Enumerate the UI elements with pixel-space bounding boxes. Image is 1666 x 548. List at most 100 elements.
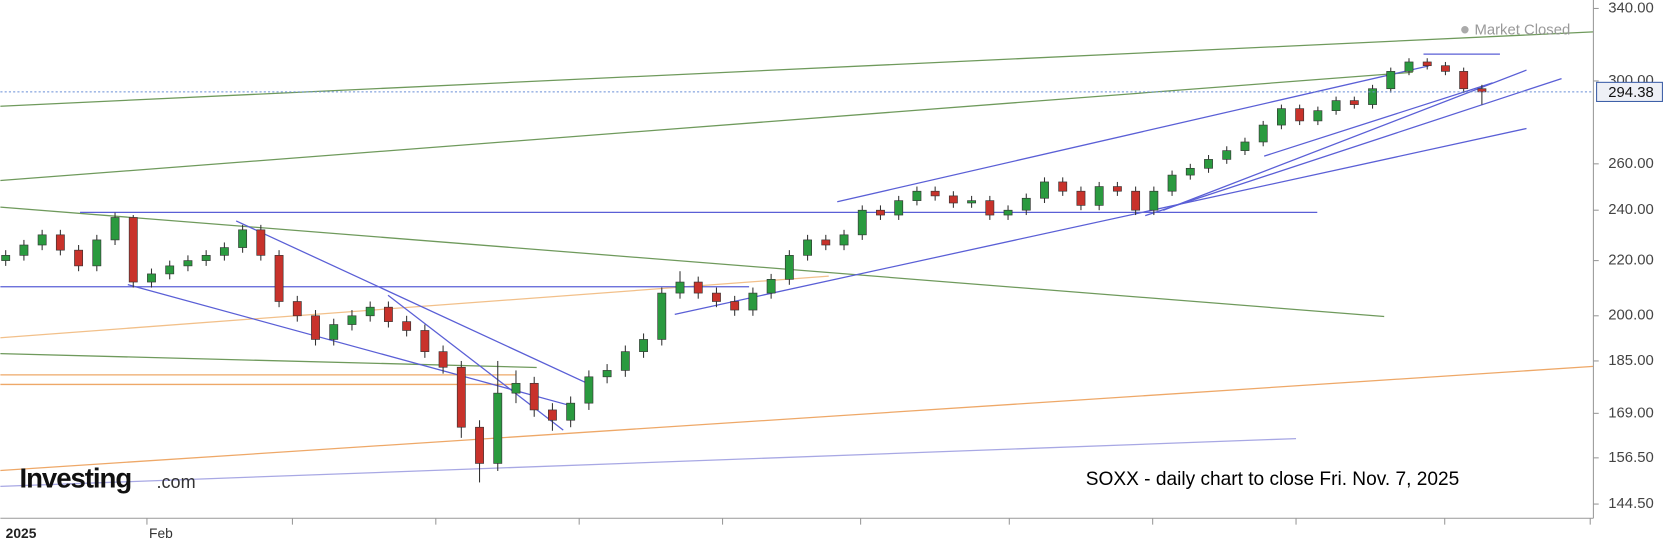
candle-body xyxy=(967,200,977,204)
candle-body xyxy=(1058,181,1068,192)
candle-body xyxy=(402,321,412,331)
candle-body xyxy=(839,234,849,246)
trendline xyxy=(0,71,1413,182)
candle-body xyxy=(1277,108,1286,126)
candle-body xyxy=(1131,190,1141,211)
candle-body xyxy=(548,409,557,421)
candle-body xyxy=(639,339,648,352)
candle-body xyxy=(1094,186,1104,206)
candle-body xyxy=(620,351,630,371)
candle-body xyxy=(365,306,375,317)
candle-body xyxy=(730,301,740,311)
candle-body xyxy=(147,273,156,283)
candle-body xyxy=(1185,167,1195,176)
candle-body xyxy=(55,234,65,251)
candle-body xyxy=(383,306,393,322)
status-dot xyxy=(1461,26,1469,34)
candle-body xyxy=(1258,124,1268,143)
candle-body xyxy=(274,255,284,302)
candle-body xyxy=(329,324,339,340)
candle-body xyxy=(74,249,84,267)
trendline xyxy=(1263,82,1493,157)
candle-body xyxy=(803,239,812,256)
chart-title: SOXX - daily chart to close Fri. Nov. 7,… xyxy=(1086,469,1460,490)
candle-body xyxy=(821,239,831,246)
candle-body xyxy=(438,351,448,368)
candle-body xyxy=(238,229,248,248)
x-tick-label: Feb xyxy=(149,526,173,541)
candle-body xyxy=(1,255,11,261)
trendline xyxy=(0,206,1385,318)
candle-body xyxy=(1204,159,1213,169)
candle-body xyxy=(784,255,794,280)
candle-body xyxy=(420,330,430,352)
candle-body xyxy=(1404,61,1414,72)
candle-body xyxy=(602,370,612,378)
candle-body xyxy=(456,366,466,428)
candle-body xyxy=(1331,100,1341,111)
candle-body xyxy=(657,292,667,340)
y-tick-label: 185.00 xyxy=(1608,353,1653,369)
candle-body xyxy=(1386,71,1396,90)
candle-body xyxy=(1477,88,1487,93)
candle-body xyxy=(256,229,266,256)
trendline xyxy=(235,220,591,386)
candle-body xyxy=(1003,209,1013,216)
candle-body xyxy=(183,260,193,267)
trendline xyxy=(1163,69,1527,211)
candle-body xyxy=(475,426,484,464)
candle-body xyxy=(1349,100,1359,105)
candle-body xyxy=(1167,174,1177,192)
candle-body xyxy=(1459,71,1469,90)
trendline xyxy=(0,353,537,369)
trendline xyxy=(0,31,1594,107)
candle-body xyxy=(1021,197,1031,211)
candles xyxy=(1,58,1487,483)
candle-body xyxy=(766,279,776,294)
y-tick-label: 144.50 xyxy=(1608,496,1653,512)
trendline xyxy=(0,275,829,339)
candle-body xyxy=(311,315,320,340)
candle-body xyxy=(1149,190,1159,211)
candle-body xyxy=(1295,108,1305,122)
candle-body xyxy=(493,392,503,464)
candle-body xyxy=(201,255,211,261)
candle-body xyxy=(876,209,885,216)
y-tick-label: 156.50 xyxy=(1608,450,1653,466)
candle-body xyxy=(675,281,685,294)
candle-body xyxy=(1112,186,1122,192)
trendline xyxy=(0,365,1594,472)
candle-body xyxy=(37,234,47,246)
candle-body xyxy=(1368,88,1377,105)
y-tick-label: 200.00 xyxy=(1608,308,1653,324)
candle-body xyxy=(347,315,357,325)
candle-body xyxy=(857,209,867,236)
candle-body xyxy=(529,382,539,411)
candle-body xyxy=(165,265,175,275)
trendline xyxy=(674,127,1527,315)
candle-body xyxy=(1441,65,1450,72)
candle-body xyxy=(219,247,229,256)
candle-body xyxy=(712,292,721,302)
y-tick-label: 240.00 xyxy=(1608,202,1653,218)
candle-body xyxy=(930,190,940,197)
candle-body xyxy=(948,195,958,204)
y-tick-label: 220.00 xyxy=(1608,253,1653,269)
candle-body xyxy=(1240,141,1250,151)
month-ticks xyxy=(146,518,1591,525)
candle-body xyxy=(985,200,995,216)
y-tick-label: 260.00 xyxy=(1608,156,1653,172)
candle-body xyxy=(584,376,594,404)
candle-body xyxy=(693,281,703,294)
last-price-label: 294.38 xyxy=(1608,85,1653,101)
candle-body xyxy=(912,190,922,201)
candle-body xyxy=(1040,181,1049,199)
trendline xyxy=(0,437,1297,488)
last-price-box xyxy=(1596,81,1663,102)
candle-body xyxy=(748,292,758,311)
candle-body xyxy=(511,382,521,394)
candle-body xyxy=(92,239,102,267)
x-tick-label: 2025 xyxy=(6,526,37,541)
candle-body xyxy=(1313,110,1323,122)
